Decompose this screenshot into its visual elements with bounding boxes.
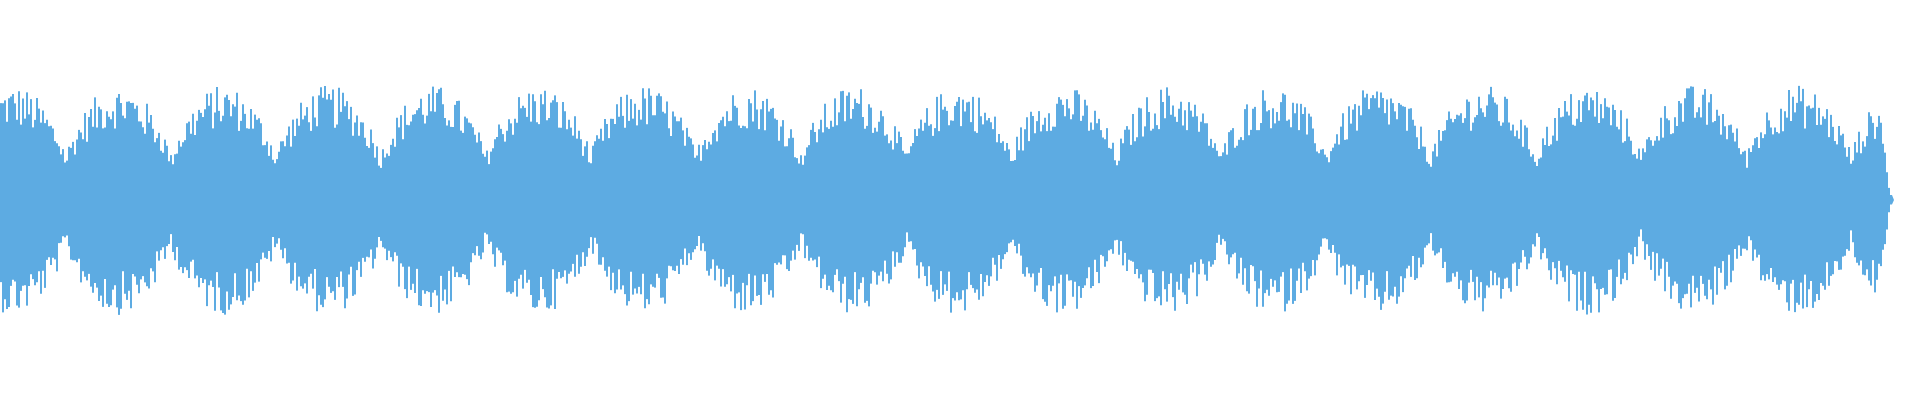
waveform-shape: [0, 85, 1894, 315]
